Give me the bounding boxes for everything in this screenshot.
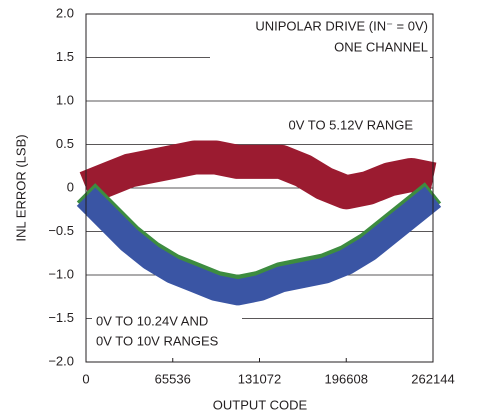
y-axis-label: INL ERROR (LSB) [13, 134, 28, 241]
x-tick-label: 65536 [155, 371, 191, 386]
annotation: ONE CHANNEL [334, 39, 428, 54]
y-tick-label: 2.0 [56, 5, 74, 20]
y-tick-label: −0.5 [48, 223, 74, 238]
annotation: 0V TO 10V RANGES [96, 333, 219, 348]
y-tick-label: 0.5 [56, 136, 74, 151]
annotation: UNIPOLAR DRIVE (IN⁻ = 0V) [255, 18, 428, 33]
x-tick-label: 0 [82, 371, 89, 386]
x-tick-label: 196608 [325, 371, 368, 386]
x-tick-label: 262144 [411, 371, 454, 386]
y-tick-label: 1.0 [56, 92, 74, 107]
x-axis-label: OUTPUT CODE [213, 397, 308, 412]
y-tick-label: −1.0 [48, 266, 74, 281]
y-tick-label: 0 [67, 179, 74, 194]
y-tick-label: −1.5 [48, 310, 74, 325]
annotation-background [258, 116, 418, 136]
plot-marks [76, 140, 442, 306]
annotation: 0V TO 5.12V RANGE [288, 117, 413, 132]
series-band [79, 140, 437, 210]
annotations: UNIPOLAR DRIVE (IN⁻ = 0V) ONE CHANNEL 0V… [92, 16, 430, 353]
annotation-background [92, 311, 242, 353]
annotation: 0V TO 10.24V AND [96, 313, 208, 328]
x-tick-label: 131072 [238, 371, 281, 386]
y-tick-label: −2.0 [48, 353, 74, 368]
y-tick-label: 1.5 [56, 49, 74, 64]
annotation-background [210, 16, 430, 60]
series-band [76, 186, 442, 306]
